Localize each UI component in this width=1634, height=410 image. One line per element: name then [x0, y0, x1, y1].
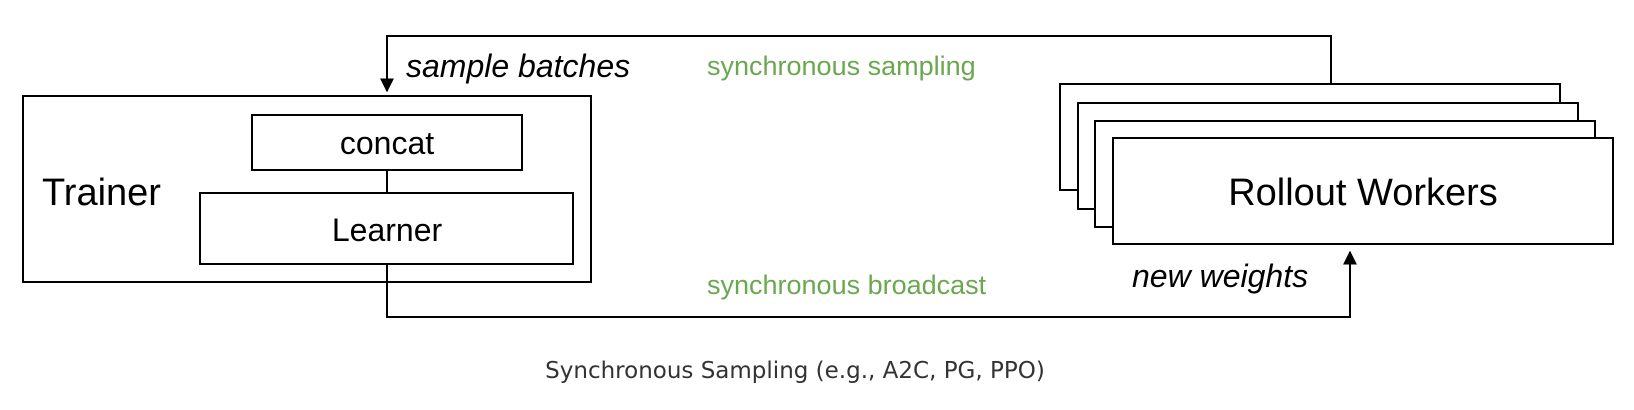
- concat-box: [251, 114, 523, 171]
- new-weights-arrow: [386, 250, 1357, 318]
- sample-batches-label: sample batches: [406, 48, 630, 84]
- sync-broadcast-label: synchronous broadcast: [707, 270, 987, 300]
- sample-batches-arrow: [380, 35, 1332, 93]
- rollout-workers-label: Rollout Workers: [1228, 172, 1498, 214]
- figure-caption: Synchronous Sampling (e.g., A2C, PG, PPO…: [545, 358, 1045, 384]
- concat-label: concat: [340, 125, 434, 161]
- trainer-label: Trainer: [42, 172, 161, 214]
- sync-sampling-label: synchronous sampling: [707, 51, 976, 81]
- learner-label: Learner: [332, 212, 443, 248]
- worker-card-4: [1112, 137, 1614, 245]
- new-weights-label: new weights: [1132, 258, 1308, 294]
